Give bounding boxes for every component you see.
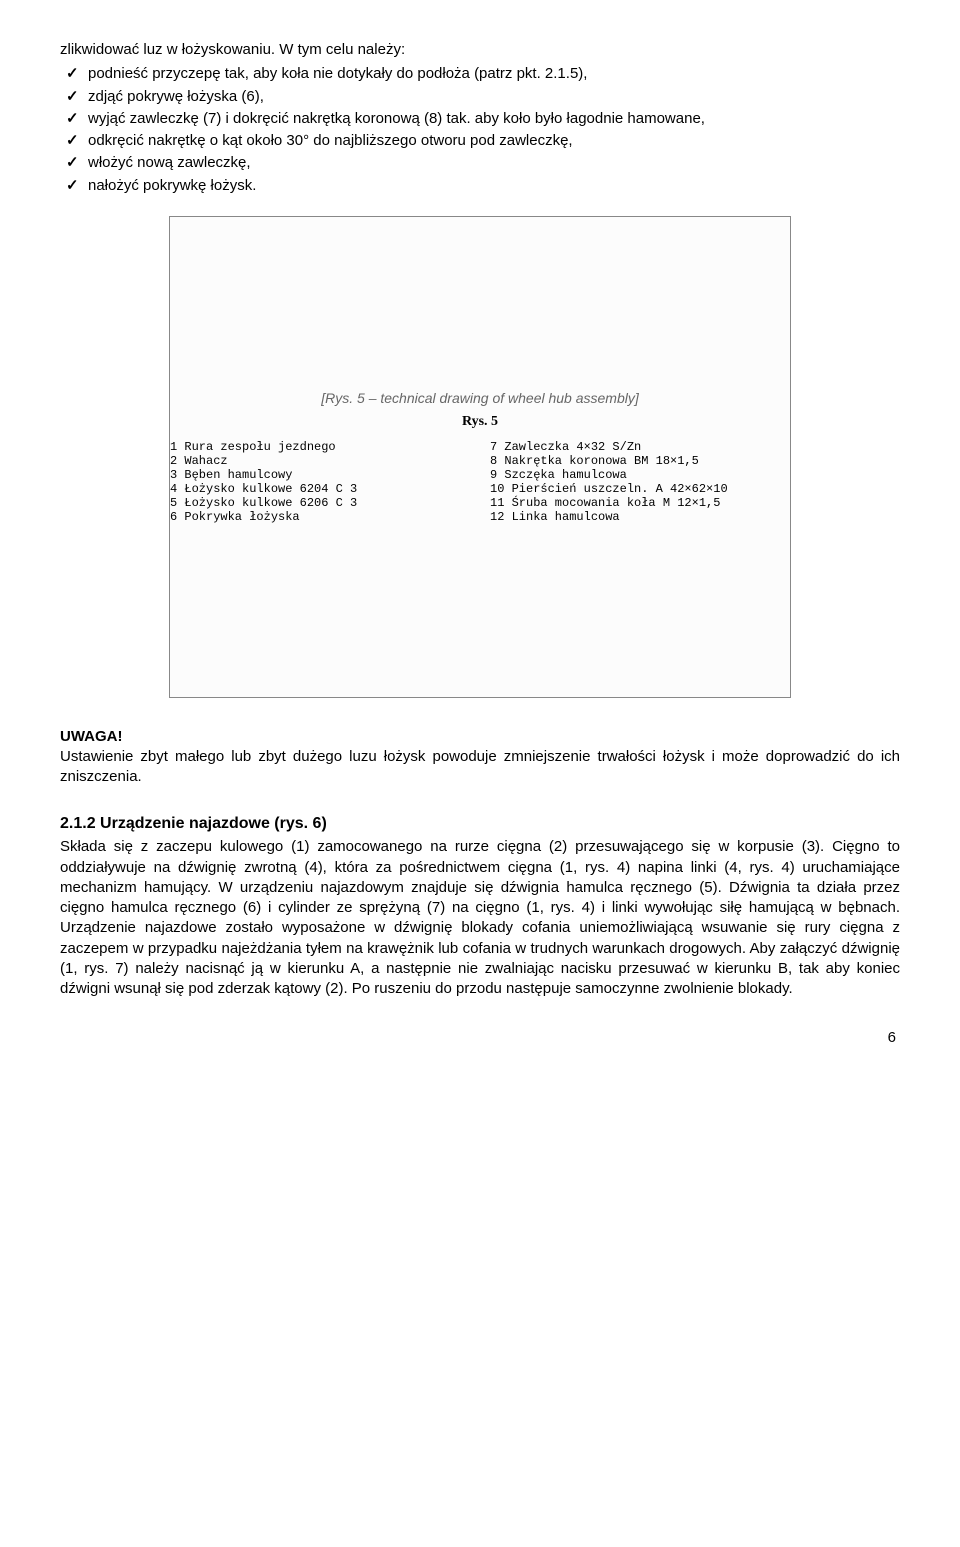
section-body: Składa się z zaczepu kulowego (1) zamoco… xyxy=(60,837,900,999)
checklist: podnieść przyczepę tak, aby koła nie dot… xyxy=(60,64,900,196)
checklist-item: odkręcić nakrętkę o kąt około 30° do naj… xyxy=(60,131,900,151)
legend-item: 9 Szczęka hamulcowa xyxy=(490,468,790,482)
legend-item: 11 Śruba mocowania koła M 12×1,5 xyxy=(490,496,790,510)
checklist-item: nałożyć pokrywkę łożysk. xyxy=(60,176,900,196)
legend-item: 7 Zawleczka 4×32 S/Zn xyxy=(490,440,790,454)
intro-text: zlikwidować luz w łożyskowaniu. W tym ce… xyxy=(60,40,900,60)
legend-item: 3 Bęben hamulcowy xyxy=(170,468,470,482)
checklist-item: włożyć nową zawleczkę, xyxy=(60,153,900,173)
legend-item: 6 Pokrywka łożyska xyxy=(170,510,470,524)
warning-text: Ustawienie zbyt małego lub zbyt dużego l… xyxy=(60,747,900,788)
checklist-item: podnieść przyczepę tak, aby koła nie dot… xyxy=(60,64,900,84)
legend-item: 8 Nakrętka koronowa BM 18×1,5 xyxy=(490,454,790,468)
figure-placeholder: [Rys. 5 – technical drawing of wheel hub… xyxy=(321,390,639,406)
figure-caption: Rys. 5 xyxy=(462,414,498,430)
figure-container: [Rys. 5 – technical drawing of wheel hub… xyxy=(60,216,900,698)
page-number: 6 xyxy=(60,1029,900,1046)
section-heading: 2.1.2 Urządzenie najazdowe (rys. 6) xyxy=(60,815,900,833)
figure-image: [Rys. 5 – technical drawing of wheel hub… xyxy=(169,216,791,698)
legend-item: 4 Łożysko kulkowe 6204 C 3 xyxy=(170,482,470,496)
warning-heading: UWAGA! xyxy=(60,728,900,745)
figure-legend: 1 Rura zespołu jezdnego 2 Wahacz 3 Bęben… xyxy=(170,440,790,524)
legend-item: 5 Łożysko kulkowe 6206 C 3 xyxy=(170,496,470,510)
legend-item: 10 Pierścień uszczeln. A 42×62×10 xyxy=(490,482,790,496)
checklist-item: zdjąć pokrywę łożyska (6), xyxy=(60,87,900,107)
legend-item: 2 Wahacz xyxy=(170,454,470,468)
legend-item: 1 Rura zespołu jezdnego xyxy=(170,440,470,454)
checklist-item: wyjąć zawleczkę (7) i dokręcić nakrętką … xyxy=(60,109,900,129)
legend-item: 12 Linka hamulcowa xyxy=(490,510,790,524)
